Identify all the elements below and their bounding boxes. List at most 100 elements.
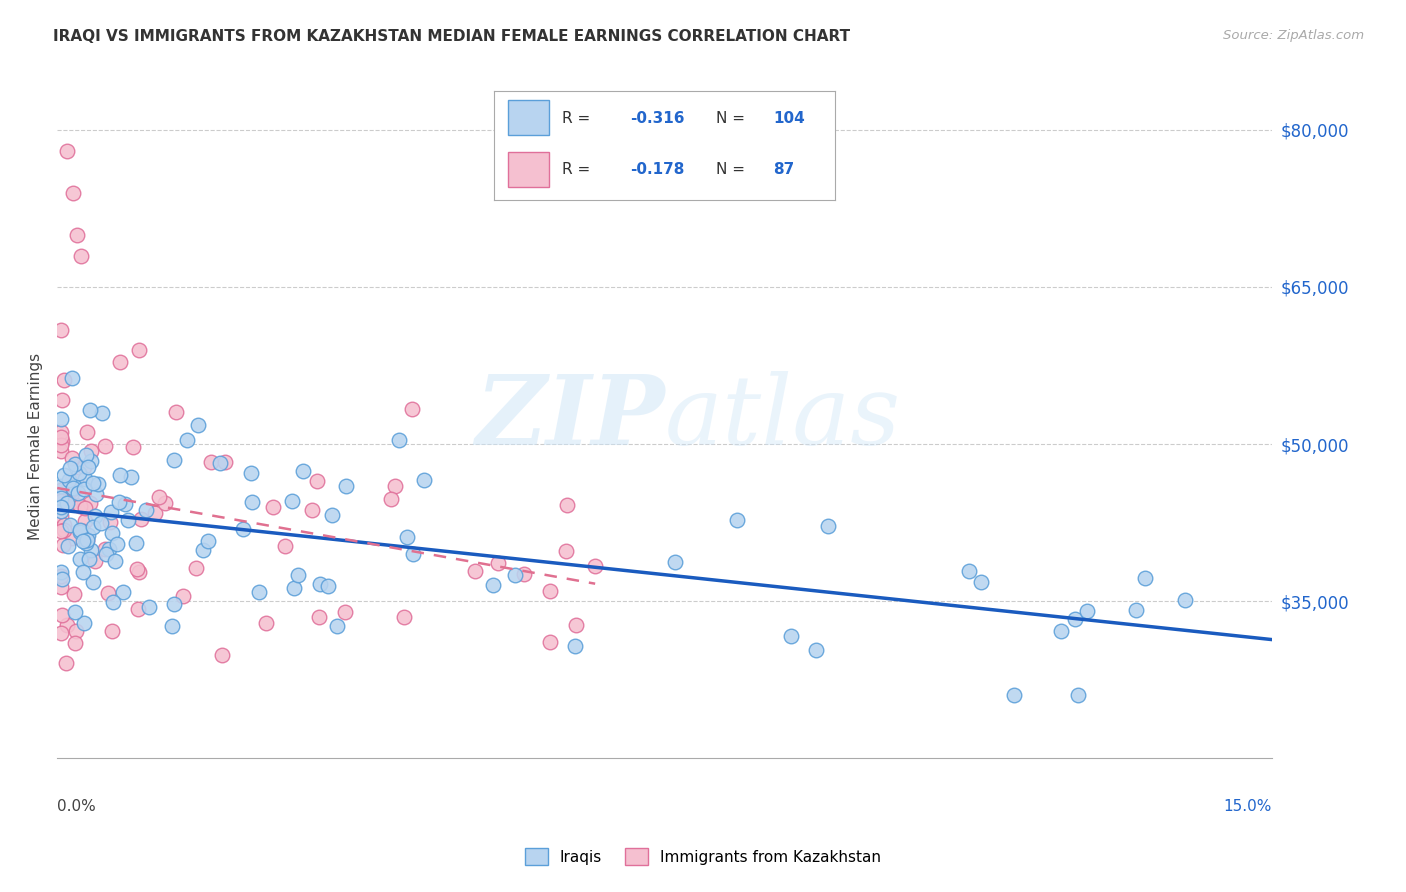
Point bbox=[51, 393, 73, 408]
Point bbox=[77, 552, 100, 566]
Point bbox=[63, 636, 86, 650]
Point bbox=[184, 560, 207, 574]
Point bbox=[82, 475, 104, 490]
Point bbox=[176, 433, 198, 447]
Point bbox=[197, 533, 219, 548]
Point bbox=[308, 610, 330, 624]
Point bbox=[72, 565, 94, 579]
Point bbox=[76, 528, 98, 542]
Point bbox=[513, 566, 536, 581]
Point bbox=[309, 577, 332, 591]
Point bbox=[67, 486, 90, 500]
Point bbox=[482, 578, 505, 592]
Point bbox=[51, 580, 73, 594]
Point bbox=[72, 533, 94, 548]
Point bbox=[214, 455, 236, 469]
Point bbox=[262, 500, 284, 514]
Point bbox=[283, 581, 305, 595]
Point bbox=[1064, 612, 1087, 626]
Point bbox=[232, 522, 254, 536]
Point bbox=[90, 406, 112, 420]
Point bbox=[51, 434, 73, 448]
Point bbox=[806, 642, 828, 657]
Point bbox=[87, 476, 110, 491]
Point bbox=[396, 530, 419, 544]
Point bbox=[970, 575, 993, 590]
Point bbox=[326, 619, 349, 633]
Point bbox=[100, 505, 122, 519]
Point bbox=[538, 635, 561, 649]
Point bbox=[65, 475, 87, 489]
Point bbox=[291, 465, 314, 479]
Point bbox=[62, 483, 84, 497]
Point bbox=[82, 520, 104, 534]
Point bbox=[52, 524, 75, 538]
Point bbox=[412, 473, 434, 487]
Text: IRAQI VS IMMIGRANTS FROM KAZAKHSTAN MEDIAN FEMALE EARNINGS CORRELATION CHART: IRAQI VS IMMIGRANTS FROM KAZAKHSTAN MEDI… bbox=[53, 29, 851, 44]
Point bbox=[1125, 603, 1147, 617]
Point bbox=[84, 487, 107, 501]
Point bbox=[51, 425, 73, 440]
Point bbox=[59, 518, 82, 533]
Text: 15.0%: 15.0% bbox=[1223, 799, 1272, 814]
Point bbox=[242, 495, 264, 509]
Point bbox=[127, 562, 149, 576]
Point bbox=[127, 602, 149, 616]
Point bbox=[62, 479, 84, 493]
Point bbox=[51, 493, 73, 508]
Point bbox=[97, 585, 120, 599]
Point bbox=[65, 457, 87, 471]
Point bbox=[66, 227, 89, 242]
Point bbox=[135, 502, 157, 516]
Point bbox=[163, 452, 186, 467]
Point bbox=[211, 648, 233, 663]
Point bbox=[51, 565, 73, 579]
Point bbox=[98, 541, 121, 556]
Point bbox=[117, 512, 139, 526]
Point bbox=[51, 479, 73, 493]
Point bbox=[51, 508, 73, 523]
Point bbox=[52, 373, 75, 387]
Point bbox=[62, 481, 84, 495]
Point bbox=[98, 515, 121, 529]
Point bbox=[538, 584, 561, 599]
Point bbox=[583, 558, 606, 573]
Point bbox=[60, 531, 83, 545]
Point bbox=[486, 556, 509, 570]
Text: ZIP: ZIP bbox=[475, 371, 665, 465]
Point bbox=[73, 482, 96, 496]
Point bbox=[76, 448, 98, 462]
Point bbox=[70, 248, 93, 262]
Point bbox=[82, 575, 104, 590]
Point bbox=[58, 539, 80, 553]
Point bbox=[321, 508, 343, 523]
Point bbox=[75, 536, 97, 550]
Point bbox=[56, 144, 79, 158]
Point bbox=[110, 354, 132, 368]
Point bbox=[56, 496, 79, 510]
Point bbox=[51, 524, 73, 538]
Point bbox=[90, 516, 112, 531]
Point bbox=[128, 565, 150, 579]
Point bbox=[247, 585, 270, 599]
Point bbox=[60, 473, 83, 487]
Text: atlas: atlas bbox=[665, 371, 901, 465]
Point bbox=[191, 543, 214, 558]
Legend: Iraqis, Immigrants from Kazakhstan: Iraqis, Immigrants from Kazakhstan bbox=[519, 842, 887, 871]
Point bbox=[76, 425, 98, 439]
Point bbox=[80, 454, 103, 468]
Point bbox=[125, 536, 148, 550]
Point bbox=[67, 466, 90, 480]
Point bbox=[401, 547, 423, 561]
Point bbox=[59, 496, 82, 510]
Point bbox=[75, 472, 97, 486]
Point bbox=[60, 486, 83, 500]
Point bbox=[79, 496, 101, 510]
Point bbox=[62, 186, 84, 200]
Point bbox=[108, 468, 131, 483]
Point bbox=[104, 554, 127, 568]
Point bbox=[69, 499, 91, 513]
Point bbox=[287, 568, 309, 582]
Point bbox=[51, 412, 73, 426]
Point bbox=[79, 403, 101, 417]
